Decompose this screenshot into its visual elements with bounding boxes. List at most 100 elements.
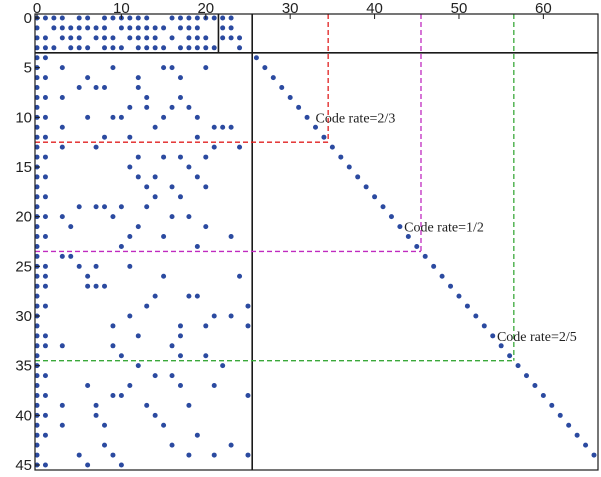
matrix-point <box>177 45 183 51</box>
matrix-point <box>186 452 192 458</box>
matrix-point <box>85 273 91 279</box>
matrix-point <box>51 25 57 31</box>
x-tick-label: 30 <box>282 0 299 17</box>
matrix-point <box>405 234 411 240</box>
matrix-point <box>93 204 99 210</box>
matrix-point <box>152 293 158 299</box>
matrix-point <box>110 35 116 41</box>
matrix-point <box>110 15 116 21</box>
matrix-point <box>135 15 141 21</box>
matrix-point <box>34 303 40 309</box>
matrix-point <box>68 45 74 51</box>
matrix-point <box>42 303 48 309</box>
matrix-point <box>194 114 200 120</box>
matrix-point <box>355 174 361 180</box>
matrix-point <box>507 353 513 359</box>
matrix-point <box>144 45 150 51</box>
matrix-point <box>118 114 124 120</box>
matrix-point <box>203 323 209 329</box>
matrix-point <box>414 243 420 249</box>
matrix-point <box>93 85 99 91</box>
matrix-point <box>228 35 234 41</box>
matrix-point <box>110 114 116 120</box>
matrix-point <box>85 75 91 81</box>
matrix-point <box>177 383 183 389</box>
matrix-point <box>169 65 175 71</box>
matrix-point <box>177 333 183 339</box>
matrix-point <box>34 194 40 200</box>
matrix-point <box>177 94 183 100</box>
matrix-point <box>34 25 40 31</box>
matrix-point <box>397 224 403 230</box>
matrix-point <box>186 35 192 41</box>
matrix-point <box>228 25 234 31</box>
matrix-point <box>59 422 65 428</box>
matrix-point <box>34 174 40 180</box>
matrix-point <box>388 214 394 220</box>
matrix-point <box>85 45 91 51</box>
matrix-point <box>490 333 496 339</box>
matrix-point <box>220 25 226 31</box>
matrix-point <box>110 323 116 329</box>
matrix-point <box>439 273 445 279</box>
matrix-point <box>135 75 141 81</box>
matrix-point <box>177 194 183 200</box>
matrix-point <box>566 422 572 428</box>
matrix-point <box>177 323 183 329</box>
matrix-point <box>76 452 82 458</box>
matrix-point <box>161 422 167 428</box>
matrix-point <box>380 204 386 210</box>
matrix-point <box>152 124 158 130</box>
matrix-point <box>102 15 108 21</box>
matrix-point <box>211 313 217 319</box>
matrix-point <box>169 104 175 110</box>
matrix-point <box>34 75 40 81</box>
matrix-point <box>102 204 108 210</box>
matrix-point <box>42 194 48 200</box>
matrix-point <box>144 303 150 309</box>
matrix-point <box>144 184 150 190</box>
matrix-point <box>338 154 344 160</box>
matrix-point <box>228 234 234 240</box>
matrix-point <box>194 25 200 31</box>
matrix-point <box>135 333 141 339</box>
matrix-point <box>34 422 40 428</box>
matrix-point <box>42 343 48 349</box>
matrix-point <box>42 283 48 289</box>
reference-lines <box>35 14 598 470</box>
matrix-point <box>76 45 82 51</box>
matrix-point <box>372 194 378 200</box>
matrix-point <box>85 283 91 289</box>
matrix-point <box>110 392 116 398</box>
matrix-point <box>228 15 234 21</box>
matrix-point <box>34 94 40 100</box>
matrix-point <box>540 392 546 398</box>
matrix-point <box>34 373 40 379</box>
matrix-point <box>194 293 200 299</box>
matrix-point <box>346 164 352 170</box>
matrix-point <box>42 55 48 61</box>
matrix-point <box>110 45 116 51</box>
matrix-point <box>456 293 462 299</box>
matrix-point <box>42 154 48 160</box>
matrix-point <box>186 164 192 170</box>
matrix-point <box>220 35 226 41</box>
matrix-point <box>203 154 209 160</box>
matrix-point <box>34 154 40 160</box>
matrix-point <box>42 333 48 339</box>
matrix-point <box>34 273 40 279</box>
matrix-point <box>51 15 57 21</box>
matrix-point <box>194 243 200 249</box>
matrix-point <box>102 134 108 140</box>
matrix-point <box>102 422 108 428</box>
annotations: Code rate=2/3 Code rate=1/2 Code rate=2/5 <box>316 111 577 345</box>
matrix-point <box>34 243 40 249</box>
matrix-point <box>93 144 99 150</box>
y-tick-label: 15 <box>15 159 32 176</box>
matrix-point <box>203 35 209 41</box>
matrix-point <box>102 283 108 289</box>
matrix-point <box>59 214 65 220</box>
matrix-point <box>42 214 48 220</box>
matrix-point <box>135 154 141 160</box>
matrix-point <box>34 283 40 289</box>
